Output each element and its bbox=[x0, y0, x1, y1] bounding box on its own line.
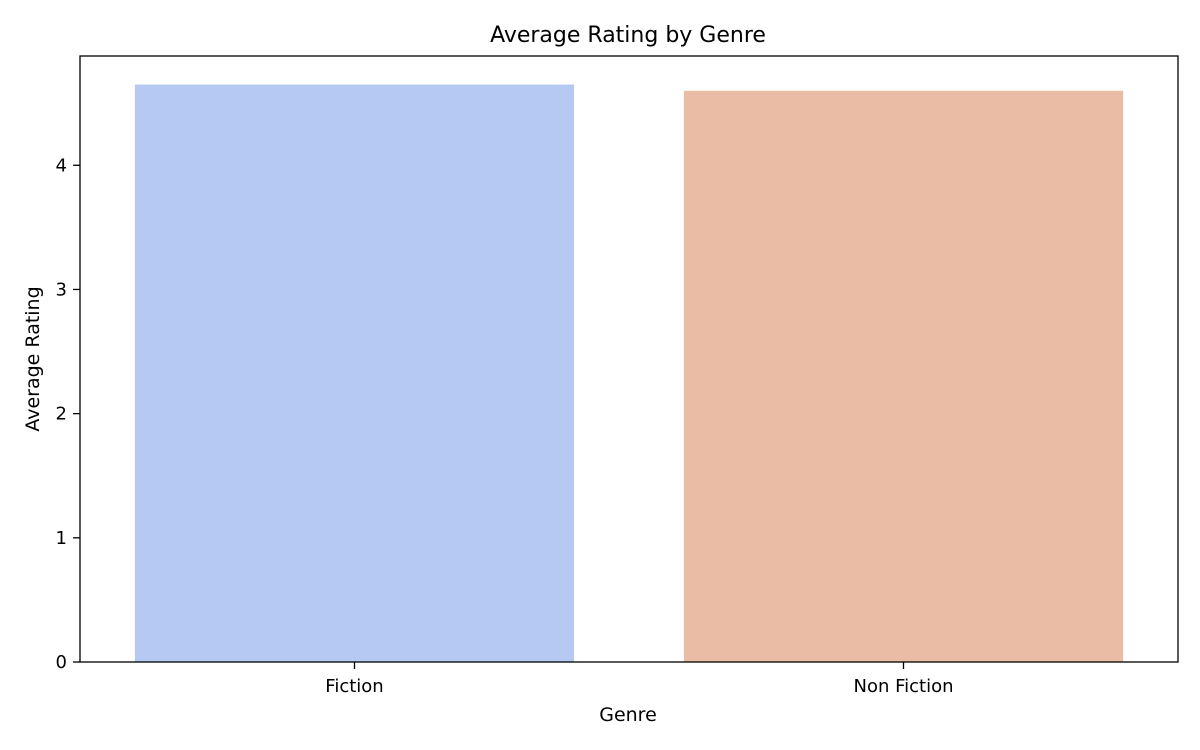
bar-non-fiction bbox=[683, 90, 1124, 662]
x-axis-label: Genre bbox=[599, 704, 657, 726]
y-tick-label: 0 bbox=[56, 652, 67, 673]
y-axis-ticks: 0 1 2 3 4 bbox=[56, 155, 80, 673]
chart-title: Average Rating by Genre bbox=[490, 23, 766, 48]
y-axis-label: Average Rating bbox=[22, 286, 44, 431]
y-tick-label: 4 bbox=[56, 155, 67, 176]
bar-fiction bbox=[134, 84, 575, 663]
y-tick-label: 3 bbox=[56, 279, 67, 300]
x-tick-label: Fiction bbox=[325, 676, 383, 697]
y-tick-label: 2 bbox=[56, 404, 67, 425]
bars-group bbox=[134, 84, 1124, 663]
plot-frame bbox=[79, 55, 1179, 663]
x-tick-label: Non Fiction bbox=[853, 676, 953, 697]
y-tick-label: 1 bbox=[56, 528, 67, 549]
x-axis-ticks: Fiction Non Fiction bbox=[325, 662, 954, 697]
